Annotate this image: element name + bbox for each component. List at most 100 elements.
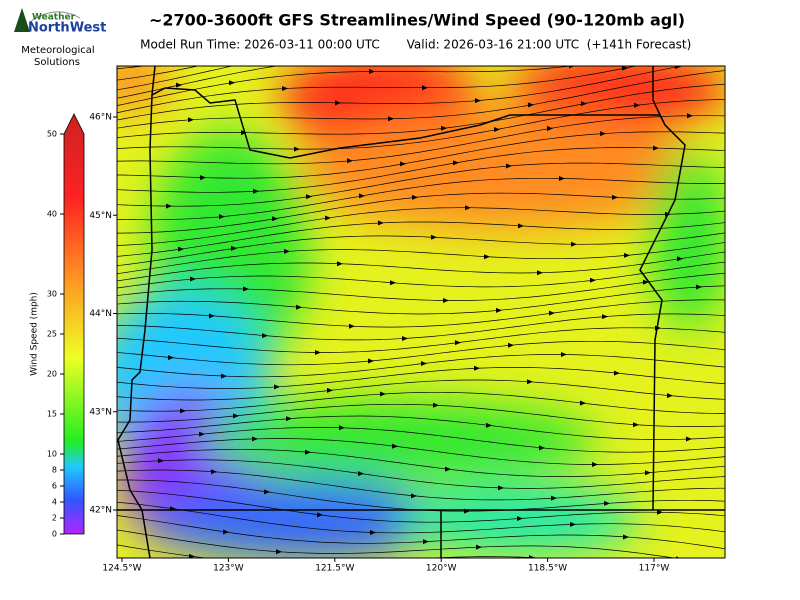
lat-label: 43°N — [89, 407, 112, 417]
streamline-arrow — [590, 277, 596, 283]
streamline — [117, 115, 725, 165]
streamline-arrow — [276, 549, 282, 555]
streamline-arrow — [347, 158, 353, 164]
streamline-arrow — [368, 358, 374, 364]
map — [117, 53, 725, 580]
streamline-arrow — [231, 245, 237, 251]
streamline-arrow — [158, 458, 164, 464]
colorbar-tick-label: 15 — [47, 410, 57, 419]
streamline-arrow — [325, 215, 331, 221]
colorbar-tick-label: 10 — [47, 450, 57, 459]
streamline-arrow — [233, 413, 239, 419]
colorbar-scale — [63, 113, 85, 535]
logo-brand-top: Weather — [32, 13, 76, 23]
streamline-arrow — [370, 529, 376, 535]
streamline-arrow — [645, 470, 651, 476]
lat-ticks: 46°N 45°N 44°N 43°N 42°N — [89, 113, 117, 516]
streamline-arrow — [388, 116, 394, 122]
streamline — [117, 177, 725, 221]
streamline-arrow — [476, 544, 482, 550]
streamline-arrow — [506, 163, 512, 169]
streamline-arrow — [612, 194, 618, 200]
streamline-arrow — [359, 193, 365, 199]
streamline-arrow — [286, 416, 292, 422]
streamline-arrow — [400, 161, 406, 167]
streamline-arrow — [516, 53, 522, 58]
streamline-arrow — [549, 310, 555, 316]
streamline-arrow — [284, 248, 290, 254]
streamline-arrow — [582, 575, 588, 580]
streamline-arrow — [422, 85, 428, 91]
streamline-arrow — [200, 175, 206, 181]
streamline-arrow — [223, 529, 229, 535]
streamline — [117, 340, 725, 366]
streamline-arrow — [624, 252, 630, 258]
colorbar-tick-label: 30 — [47, 290, 57, 299]
colorbar-tick-label: 2 — [52, 514, 57, 523]
streamline-arrow — [445, 466, 451, 472]
streamline-arrow — [188, 117, 194, 123]
borders — [117, 66, 725, 558]
streamline-arrow — [559, 175, 565, 181]
streamline-arrow — [551, 495, 557, 501]
streamline-arrow — [294, 146, 300, 152]
streamline — [117, 232, 725, 266]
colorbar-ticks: 0 2 4 6 8 10 15 20 25 30 40 50 — [47, 130, 64, 539]
streamline-arrow — [274, 384, 280, 390]
streamline-arrow — [178, 246, 184, 252]
streamline-arrow — [166, 203, 172, 209]
streamline-arrow — [571, 241, 577, 247]
streamline-arrow — [455, 340, 461, 346]
streamline-arrow — [475, 98, 481, 104]
streamline — [117, 379, 725, 401]
streamline — [117, 83, 725, 138]
streamline-arrow — [210, 60, 216, 65]
streamline — [117, 403, 725, 427]
streamline-arrow — [327, 387, 333, 393]
streamline-arrow — [358, 471, 364, 477]
streamline — [117, 261, 725, 289]
streamline-arrow — [229, 80, 235, 86]
streamline — [117, 131, 725, 179]
colorbar-tick-label: 0 — [52, 530, 57, 539]
streamline — [117, 327, 725, 353]
streamline-arrow — [296, 304, 302, 310]
streamline — [117, 391, 725, 414]
logo-brand: NorthWest — [28, 21, 106, 36]
streamline-arrow — [653, 145, 659, 151]
streamline-arrow — [243, 286, 249, 292]
streamline — [117, 427, 725, 453]
streamline-arrow — [168, 355, 174, 361]
streamline-arrow — [486, 422, 492, 428]
state-border — [652, 66, 661, 116]
streamline-arrow — [602, 314, 608, 320]
streamline-arrow — [262, 333, 268, 339]
streamline-arrow — [569, 66, 575, 69]
streamline-arrow — [412, 194, 418, 200]
streamline-arrow — [443, 298, 449, 304]
streamline-arrow — [441, 125, 447, 131]
streamline-arrow — [402, 335, 408, 341]
streamline-arrow — [561, 352, 567, 358]
streamline-arrow — [176, 82, 182, 88]
streamline — [117, 66, 574, 106]
streamline-arrow — [687, 113, 693, 119]
streamline-arrow — [604, 500, 610, 506]
streamline-arrow — [453, 160, 459, 166]
streamline-arrow — [378, 220, 384, 226]
streamline-arrow — [252, 436, 258, 442]
streamline-arrow — [431, 234, 437, 240]
streamline — [117, 415, 725, 440]
streamline — [117, 367, 725, 389]
valid-time: Valid: 2026-03-16 21:00 UTC (+141h Forec… — [407, 38, 692, 52]
map-frame — [116, 65, 726, 559]
streamline-arrow — [392, 443, 398, 449]
streamline-arrow — [570, 521, 576, 527]
streamline — [117, 459, 725, 489]
streamline-arrow — [282, 86, 288, 92]
streamline-arrow — [677, 256, 683, 262]
streamline-arrow — [423, 539, 429, 545]
streamline-arrow — [421, 360, 427, 366]
streamline — [117, 192, 725, 234]
streamline — [117, 221, 725, 257]
